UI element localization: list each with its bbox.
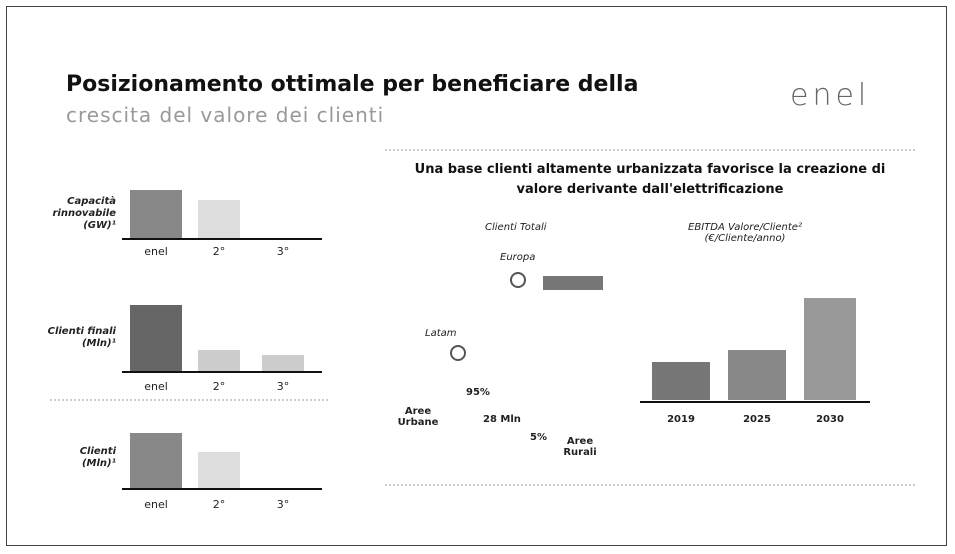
panel-subtitle: Clienti Totali: [485, 222, 547, 233]
pin: [510, 272, 526, 288]
share: 95%: [466, 387, 490, 398]
title: Posizionamento ottimale per beneficiare …: [66, 72, 639, 97]
tag: [543, 276, 603, 290]
share: 5%: [530, 432, 547, 443]
year: 2025: [743, 414, 771, 425]
x-label: 3°: [276, 498, 290, 511]
bar: [198, 452, 240, 488]
x-label: 3°: [276, 245, 290, 258]
region: Europa: [500, 252, 536, 263]
x-label: 3°: [276, 380, 290, 393]
panel-label: Capacità rinnovabile (GW)¹: [52, 196, 116, 231]
x-label: 2°: [212, 380, 226, 393]
bar: [804, 298, 856, 400]
x-label: 2°: [212, 245, 226, 258]
bar: [728, 350, 786, 400]
x-label: enel: [144, 498, 168, 511]
x-label: 2°: [212, 498, 226, 511]
bar: [198, 350, 240, 371]
bar: [652, 362, 710, 400]
logo: enel: [790, 78, 871, 113]
x-label: enel: [144, 380, 168, 393]
frame: [6, 6, 947, 546]
year: 2030: [816, 414, 844, 425]
pin: [450, 345, 466, 361]
bar: [130, 305, 182, 371]
bar: [262, 355, 304, 371]
region: Latam: [425, 328, 457, 339]
panel-label: Clienti (Mln)¹: [79, 446, 116, 469]
bar: [198, 200, 240, 238]
total: 28 Mln: [483, 414, 521, 425]
panel-subtitle: EBITDA Valore/Cliente² (€/Cliente/anno): [688, 222, 802, 244]
year: 2019: [667, 414, 695, 425]
panel-heading: Una base clienti altamente urbanizzata f…: [414, 162, 886, 197]
x-label: enel: [144, 245, 168, 258]
area-label: Aree Rurali: [563, 436, 597, 458]
bar: [130, 433, 182, 488]
area-label: Aree Urbane: [397, 406, 439, 428]
subtitle: crescita del valore dei clienti: [66, 103, 385, 127]
panel-label: Clienti finali (Mln)¹: [47, 326, 116, 349]
bar: [130, 190, 182, 238]
